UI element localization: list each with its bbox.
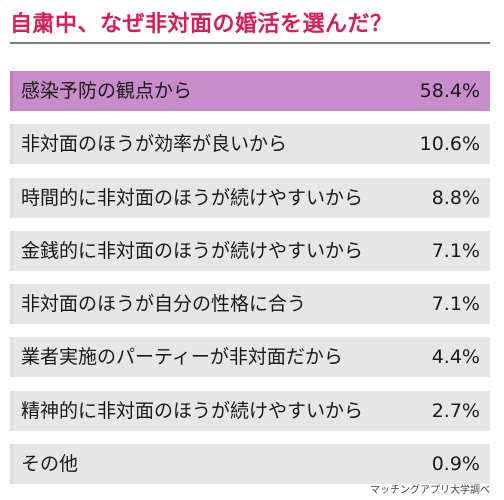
bar-row: 金銭的に非対面のほうが続けやすいから 7.1% (10, 230, 490, 271)
bar-label: 金銭的に非対面のほうが続けやすいから (21, 239, 364, 262)
bar-row: 感染予防の観点から 58.4% (10, 71, 490, 111)
bar-fill (13, 71, 490, 111)
chart-title: 自粛中、なぜ非対面の婚活を選んだ？ (10, 12, 393, 37)
bar-value: 10.6% (419, 133, 480, 156)
bar-value: 58.4% (419, 80, 480, 102)
bar-value: 2.7% (431, 399, 480, 422)
bar-label: その他 (21, 453, 79, 476)
bar-value: 8.8% (431, 186, 480, 209)
bar-value: 4.4% (431, 346, 480, 369)
bar-label: 非対面のほうが効率が良いから (21, 133, 288, 156)
bar-value: 7.1% (431, 293, 480, 316)
bar-label: 精神的に非対面のほうが続けやすいから (21, 399, 364, 422)
bar-chart: 感染予防の観点から 58.4% 非対面のほうが効率が良いから 10.6% 時間的に非対面… (10, 71, 490, 497)
bar-label: 業者実施のパーティーが非対面だから (21, 346, 343, 369)
bar-row: 精神的に非対面のほうが続けやすいから 2.7% (10, 390, 490, 431)
bar-row: 時間的に非対面のほうが続けやすいから 8.8% (10, 177, 490, 218)
bar-label: 非対面のほうが自分の性格に合う (21, 293, 307, 316)
bar-label: 感染予防の観点から (21, 80, 193, 102)
title-divider (10, 42, 490, 44)
bar-row: 業者実施のパーティーが非対面だから 4.4% (10, 337, 490, 378)
bar-row: 非対面のほうが自分の性格に合う 7.1% (10, 284, 490, 325)
bar-row: その他 0.9% (10, 444, 490, 485)
source-credit: マッチングアプリ大学調べ (370, 485, 490, 496)
bar-label: 時間的に非対面のほうが続けやすいから (21, 186, 364, 209)
bar-row: 非対面のほうが効率が良いから 10.6% (10, 124, 490, 165)
bar-value: 0.9% (431, 453, 480, 476)
bar-value: 7.1% (431, 239, 480, 262)
